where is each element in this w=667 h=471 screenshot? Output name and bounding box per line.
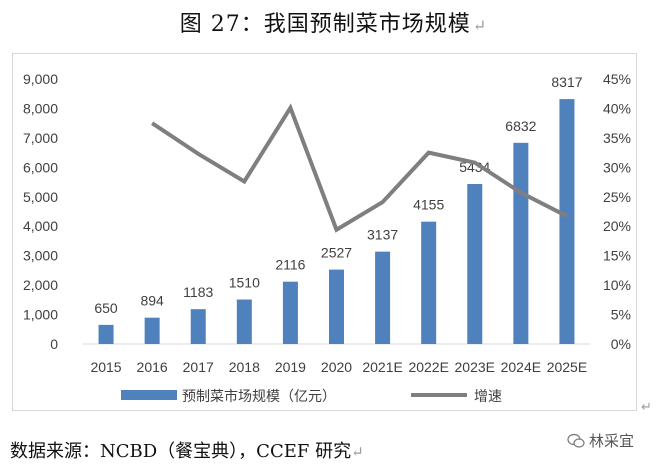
x-tick-label: 2016: [137, 359, 168, 375]
bar: [98, 324, 114, 344]
bar-data-label: 8317: [551, 74, 582, 90]
y-left-tick-label: 7,000: [23, 130, 58, 146]
figure-title: 图 27：我国预制菜市场规模 ↵: [0, 6, 667, 40]
y-right-tick-label: 15%: [603, 248, 631, 264]
y-right-tick-label: 45%: [603, 71, 631, 87]
x-tick-label: 2023E: [455, 359, 495, 375]
bar-data-label: 6832: [505, 118, 536, 134]
bar: [190, 309, 206, 344]
paragraph-mark-icon: ↵: [641, 400, 652, 415]
wechat-icon: [567, 433, 585, 448]
y-right-tick-label: 35%: [603, 130, 631, 146]
x-tick-label: 2018: [229, 359, 260, 375]
legend-label-bar: 预制菜市场规模（亿元）: [182, 388, 336, 404]
y-left-tick-label: 4,000: [23, 218, 58, 234]
y-left-tick-label: 3,000: [23, 248, 58, 264]
watermark-text: 林采宜: [589, 432, 635, 450]
y-left-tick-label: 8,000: [23, 100, 58, 116]
paragraph-mark-icon: ↵: [472, 16, 488, 35]
x-tick-label: 2025E: [547, 359, 587, 375]
bar: [467, 183, 483, 344]
y-left-tick-label: 6,000: [23, 159, 58, 175]
bar-data-label: 4155: [413, 197, 444, 213]
bar: [144, 317, 160, 344]
x-tick-label: 2015: [90, 359, 121, 375]
y-right-tick-label: 40%: [603, 100, 631, 116]
bar-data-label: 2116: [275, 257, 305, 273]
bar-data-label: 3137: [367, 227, 398, 243]
bar-data-label: 2527: [321, 245, 352, 261]
x-tick-label: 2021E: [362, 359, 402, 375]
data-source: 数据来源：NCBD（餐宝典），CCEF 研究↵: [10, 437, 364, 463]
y-left-tick-label: 5,000: [23, 189, 58, 205]
bar-data-label: 894: [140, 293, 164, 309]
y-left-tick-label: 1,000: [23, 307, 58, 323]
bar-data-label: 5434: [459, 159, 490, 175]
bar: [421, 221, 437, 344]
bar: [282, 281, 298, 344]
y-left-tick-label: 2,000: [23, 277, 58, 293]
x-tick-label: 2017: [183, 359, 214, 375]
chart-frame: [12, 53, 637, 411]
y-right-tick-label: 5%: [611, 307, 631, 323]
bar-data-label: 1510: [229, 275, 260, 291]
x-tick-label: 2019: [275, 359, 306, 375]
bar-data-label: 1183: [183, 284, 213, 300]
y-right-tick-label: 25%: [603, 189, 631, 205]
x-tick-label: 2024E: [501, 359, 541, 375]
x-tick-label: 2020: [321, 359, 352, 375]
y-right-tick-label: 0%: [611, 336, 631, 352]
bar-data-label: 650: [94, 300, 118, 316]
bar: [559, 99, 575, 344]
y-left-tick-label: 9,000: [23, 71, 58, 87]
legend-swatch-bar: [121, 390, 177, 400]
paragraph-mark-icon: ↵: [351, 443, 364, 461]
y-right-tick-label: 20%: [603, 218, 631, 234]
bar: [236, 299, 252, 344]
data-source-text: 数据来源：NCBD（餐宝典），CCEF 研究: [10, 441, 352, 462]
y-right-tick-label: 30%: [603, 159, 631, 175]
bar: [329, 269, 344, 344]
watermark: 林采宜: [567, 430, 634, 451]
legend-label-line: 增速: [474, 388, 502, 404]
growth-line: [151, 103, 568, 233]
y-right-tick-label: 10%: [603, 277, 631, 293]
bar: [513, 142, 529, 344]
figure-title-text: 图 27：我国预制菜市场规模: [179, 12, 471, 37]
x-tick-label: 2022E: [408, 359, 448, 375]
bar: [375, 251, 391, 344]
y-left-tick-label: 0: [50, 336, 58, 352]
